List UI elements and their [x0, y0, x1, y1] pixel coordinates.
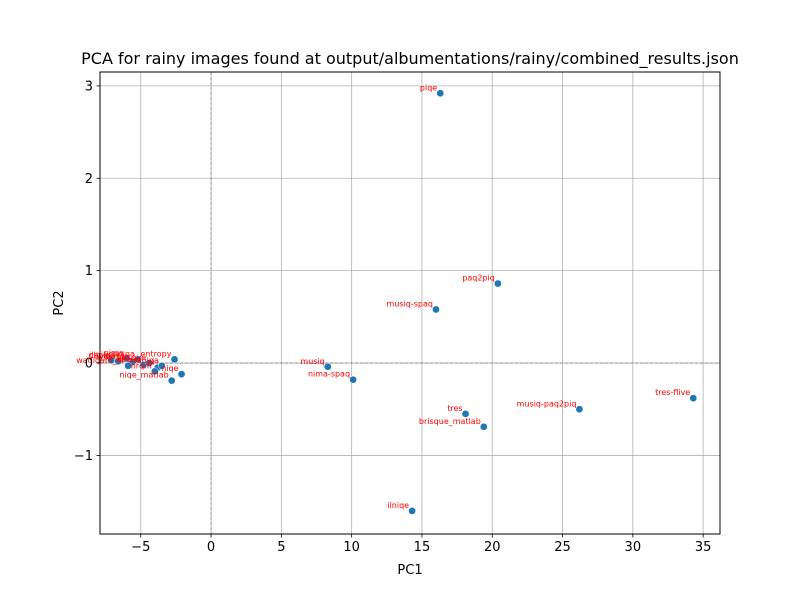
data-point: [461, 410, 470, 418]
point-label: musiq: [300, 357, 324, 366]
data-point: [323, 362, 332, 371]
point-label: niqe: [161, 364, 178, 373]
grid: [100, 72, 720, 534]
point-label: brisque_matlab: [419, 417, 481, 426]
x-tick-label: 10: [343, 540, 360, 555]
axis-ticks: −5 0 5 10 15 20 25 30 35 −1 0 1 2 3: [74, 79, 712, 555]
x-tick-label: 5: [277, 540, 285, 555]
data-point: [436, 89, 445, 98]
chart-title: PCA for rainy images found at output/alb…: [81, 49, 739, 69]
point-label: pi: [147, 358, 154, 367]
data-point: [167, 376, 176, 385]
data-point: [689, 394, 698, 403]
data-point: [124, 361, 132, 370]
point-label: nima-spaq: [308, 370, 350, 379]
point-label: tres: [447, 404, 462, 413]
x-tick-label: 35: [695, 540, 712, 555]
point-label: wadiqam_nr: [76, 356, 126, 365]
data-point: [349, 375, 357, 384]
data-point: [575, 405, 584, 414]
x-tick-label: 25: [554, 540, 571, 555]
point-label: dipiq: [89, 350, 109, 359]
data-point: [150, 367, 159, 376]
plot-frame: [99, 71, 721, 535]
data-points: [107, 89, 698, 515]
point-label: dbcnn: [116, 355, 141, 364]
data-point: [432, 305, 440, 314]
y-tick-label: 0: [85, 357, 93, 372]
point-label: nima: [104, 348, 124, 357]
y-tick-label: −1: [74, 449, 93, 464]
data-point: [479, 422, 488, 431]
data-point: [134, 355, 142, 364]
point-label: nrqm: [131, 361, 152, 370]
data-point: [145, 359, 154, 367]
point-label: tres-flive: [655, 388, 690, 397]
x-tick-label: 30: [625, 540, 642, 555]
point-label: entropy: [141, 349, 172, 358]
point-label: clipiqa: [89, 351, 115, 360]
point-label: cnniqa: [108, 349, 135, 358]
point-label: brisque: [116, 353, 146, 362]
point-label: piqe: [420, 83, 437, 92]
data-point: [170, 355, 179, 364]
y-tick-label: 2: [85, 172, 93, 187]
point-label: hyperiqa: [94, 352, 129, 361]
data-point: [114, 357, 123, 366]
x-tick-label: 15: [414, 540, 431, 555]
point-label: musiq-paq2piq: [517, 399, 577, 408]
y-tick-label: 1: [85, 264, 93, 279]
x-axis-title: PC1: [397, 563, 422, 578]
point-label: ilniqe: [387, 501, 409, 510]
point-labels: piqe paq2piq musiq-spaq musiq nima-spaq tres b…: [76, 83, 690, 510]
x-tick-label: 0: [207, 540, 215, 555]
point-label: niqe_matlab: [119, 371, 168, 380]
y-axis-title: PC2: [52, 290, 67, 315]
x-tick-label: −5: [131, 540, 150, 555]
data-point: [408, 507, 416, 515]
point-label: maniqa: [129, 356, 159, 365]
point-label: paq2piq: [462, 274, 495, 283]
data-point: [494, 279, 502, 288]
x-tick-label: 20: [484, 540, 501, 555]
y-tick-label: 3: [85, 79, 93, 94]
zero-lines: [100, 72, 720, 534]
point-label: musiq-spaq: [387, 299, 433, 308]
data-point: [177, 370, 186, 378]
data-point: [122, 354, 131, 363]
data-point: [158, 361, 166, 370]
